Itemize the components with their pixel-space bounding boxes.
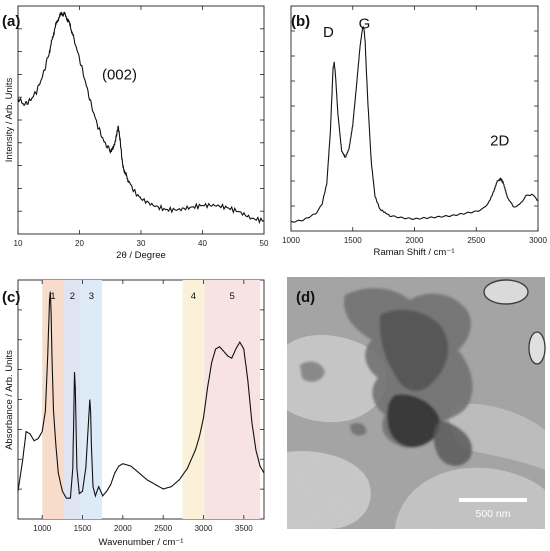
x-axis-label: Wavenumber / cm⁻¹ [99,537,184,548]
x-tick-label: 3000 [195,524,213,533]
x-tick-label: 30 [137,239,146,248]
panel-label: (b) [291,13,310,30]
x-axis-label: 2θ / Degree [116,250,166,261]
x-tick-label: 1000 [33,524,51,533]
x-tick-label: 2500 [467,236,485,245]
series-line [290,25,539,223]
peak-annotation: G [359,15,371,32]
peak-annotation: (002) [102,67,137,84]
panel-a-xrd-chart: 10 20 30 40 50 (a) 2θ / Degree Intensity / A… [2,5,269,261]
y-axis-label: Absorbance / Arb. Units [4,350,15,450]
x-tick-label: 2000 [114,524,132,533]
micrograph-noise [287,277,545,529]
band-label-2: 2 [70,291,75,302]
x-tick-label: 2500 [154,524,172,533]
x-tick-label: 40 [198,239,207,248]
x-tick-label: 3500 [235,524,253,533]
x-tick-label: 3000 [529,236,547,245]
x-tick-label: 20 [75,239,84,248]
panel-b-raman-chart: 1000 1500 2000 2500 3000 (b) Raman Shift / c… [282,5,547,258]
panel-d-tem-image: (d) 500 nm [287,277,546,529]
x-tick-label: 10 [14,239,23,248]
panel-c-ftir-chart: 1 2 3 4 5 1000 1500 2000 2500 3000 3500 (c) Waven… [2,279,265,548]
peak-annotation: D [323,24,334,41]
panel-label: (c) [2,289,20,306]
band-label-1: 1 [50,291,55,302]
scalebar [459,498,527,502]
x-tick-label: 1500 [344,236,362,245]
x-tick-label: 1000 [282,236,300,245]
plot-frame [17,5,265,235]
band-label-3: 3 [89,291,94,302]
y-axis-label: Intensity / Arb. Units [4,78,15,163]
panel-label: (d) [296,289,315,306]
x-tick-label: 2000 [406,236,424,245]
scalebar-label: 500 nm [475,508,510,520]
band-region-4 [182,280,205,519]
band-region-5 [204,280,260,519]
series-line [17,291,265,499]
x-axis-label: Raman Shift / cm⁻¹ [373,247,454,258]
band-label-5: 5 [229,291,234,302]
panel-label: (a) [2,13,20,30]
x-tick-label: 1500 [74,524,92,533]
x-tick-label: 50 [260,239,269,248]
band-label-4: 4 [191,291,196,302]
peak-annotation: 2D [490,132,509,149]
series-line [17,11,265,225]
